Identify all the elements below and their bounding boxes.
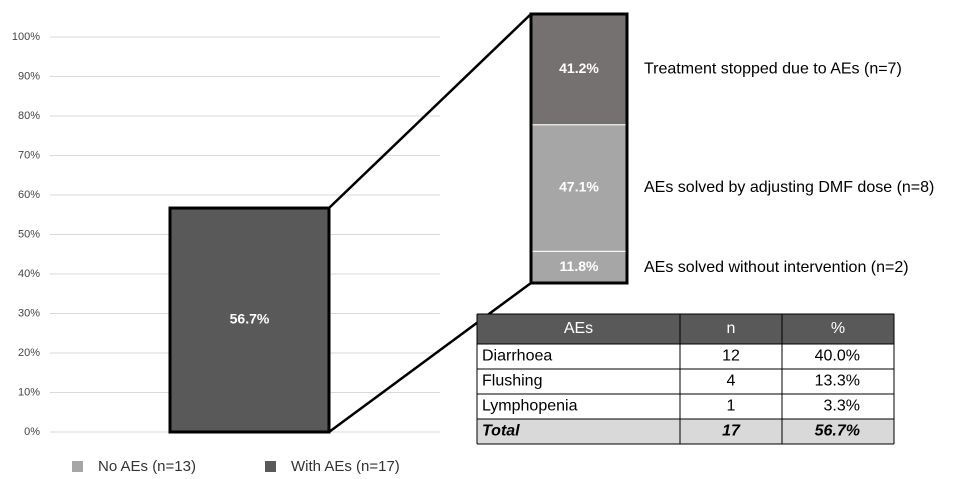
table-cell: 3.3% xyxy=(824,398,860,415)
table-cell: 4 xyxy=(727,373,736,390)
table-header: n xyxy=(727,320,736,337)
table-cell: 13.3% xyxy=(815,373,860,390)
bar-outline xyxy=(529,12,629,285)
table-cell: 12 xyxy=(722,348,740,365)
connector xyxy=(328,281,532,434)
y-tick-label: 40% xyxy=(18,268,40,280)
segment-label: AEs solved by adjusting DMF dose (n=8) xyxy=(644,179,934,196)
y-tick-label: 100% xyxy=(12,31,40,43)
legend-swatch xyxy=(72,461,83,472)
table-header: % xyxy=(831,320,845,337)
y-tick-label: 70% xyxy=(18,149,40,161)
y-tick-label: 60% xyxy=(18,189,40,201)
segment-label: AEs solved without intervention (n=2) xyxy=(644,259,909,276)
y-tick-label: 20% xyxy=(18,347,40,359)
table-header-bg xyxy=(477,314,894,344)
table-total-cell: 17 xyxy=(722,423,741,440)
data-label: 56.7% xyxy=(230,311,270,327)
legend-label: No AEs (n=13) xyxy=(98,458,196,475)
y-tick-label: 10% xyxy=(18,386,40,398)
bar-segment xyxy=(530,124,628,252)
connector xyxy=(328,13,532,209)
table-total-cell: Total xyxy=(482,423,520,440)
data-label: 47.1% xyxy=(559,179,599,195)
table-total-bg xyxy=(477,419,894,444)
legend-label: With AEs (n=17) xyxy=(291,458,400,475)
table-cell: Flushing xyxy=(482,373,542,390)
y-tick-label: 50% xyxy=(18,228,40,240)
legend-swatch xyxy=(265,461,276,472)
bar-segment xyxy=(530,13,628,126)
table-cell: 40.0% xyxy=(815,348,860,365)
y-tick-label: 90% xyxy=(18,70,40,82)
y-tick-label: 0% xyxy=(24,426,40,438)
table-total-cell: 56.7% xyxy=(815,423,860,440)
table-header: AEs xyxy=(564,320,593,337)
y-tick-label: 80% xyxy=(18,110,40,122)
table-cell: Lymphopenia xyxy=(482,398,578,415)
table-cell: 1 xyxy=(727,398,736,415)
bar-segment xyxy=(168,206,331,434)
table-cell: Diarrhoea xyxy=(482,348,552,365)
segment-label: Treatment stopped due to AEs (n=7) xyxy=(644,61,902,78)
y-tick-label: 30% xyxy=(18,307,40,319)
data-label: 11.8% xyxy=(560,258,599,274)
data-label: 41.2% xyxy=(559,60,599,76)
